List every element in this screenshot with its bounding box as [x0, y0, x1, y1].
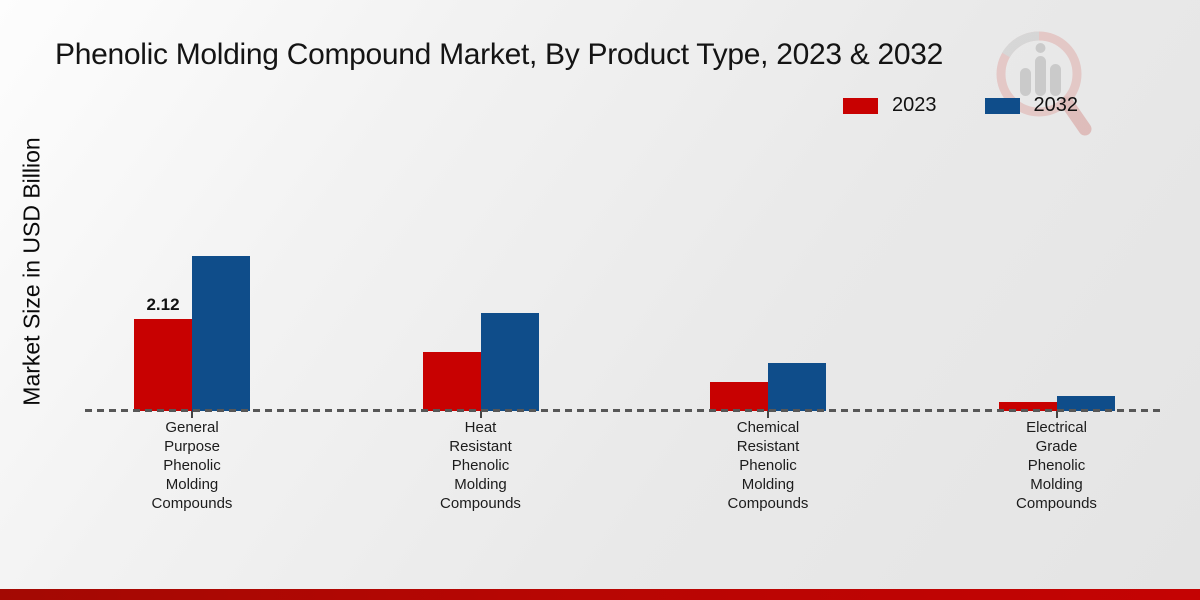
x-axis-tick: [767, 411, 769, 418]
bar-value-label: 2.12: [146, 295, 180, 314]
bar-2023-category-3: [710, 382, 768, 411]
category-label-2: Heat Resistant Phenolic Molding Compound…: [440, 419, 521, 512]
legend-label-2023: 2023: [892, 94, 937, 116]
magnifier-bar-chart-logo-icon: [996, 31, 1092, 136]
category-label-1: General Purpose Phenolic Molding Compoun…: [151, 419, 233, 512]
category-label-4: Electrical Grade Phenolic Molding Compou…: [1016, 419, 1097, 512]
footer-accent-strip: [0, 589, 1200, 600]
legend-item-2023: 2023: [843, 94, 937, 117]
bar-2023-category-2: [422, 352, 481, 411]
bar-2032-category-2: [480, 313, 539, 411]
x-axis-tick: [1055, 411, 1058, 418]
legend-item-2032: 2032: [984, 94, 1079, 117]
bar-2032-category-4: [1056, 396, 1115, 411]
bar-2032-category-3: [768, 363, 826, 411]
x-axis-baseline: [85, 409, 1165, 412]
x-axis-tick: [191, 411, 193, 418]
chart-title: Phenolic Molding Compound Market, By Pro…: [55, 38, 944, 71]
legend-swatch-2023: [843, 97, 878, 114]
category-label-3: Chemical Resistant Phenolic Molding Comp…: [727, 419, 809, 512]
legend: 2023 2032: [843, 94, 1078, 117]
bar-2032-category-1: [192, 256, 250, 411]
bar-2023-category-1: [134, 319, 192, 411]
legend-swatch-2032: [984, 97, 1020, 114]
legend-label-2032: 2032: [1033, 94, 1079, 116]
bar-2023-category-4: [998, 402, 1057, 411]
x-axis-tick: [479, 411, 482, 418]
